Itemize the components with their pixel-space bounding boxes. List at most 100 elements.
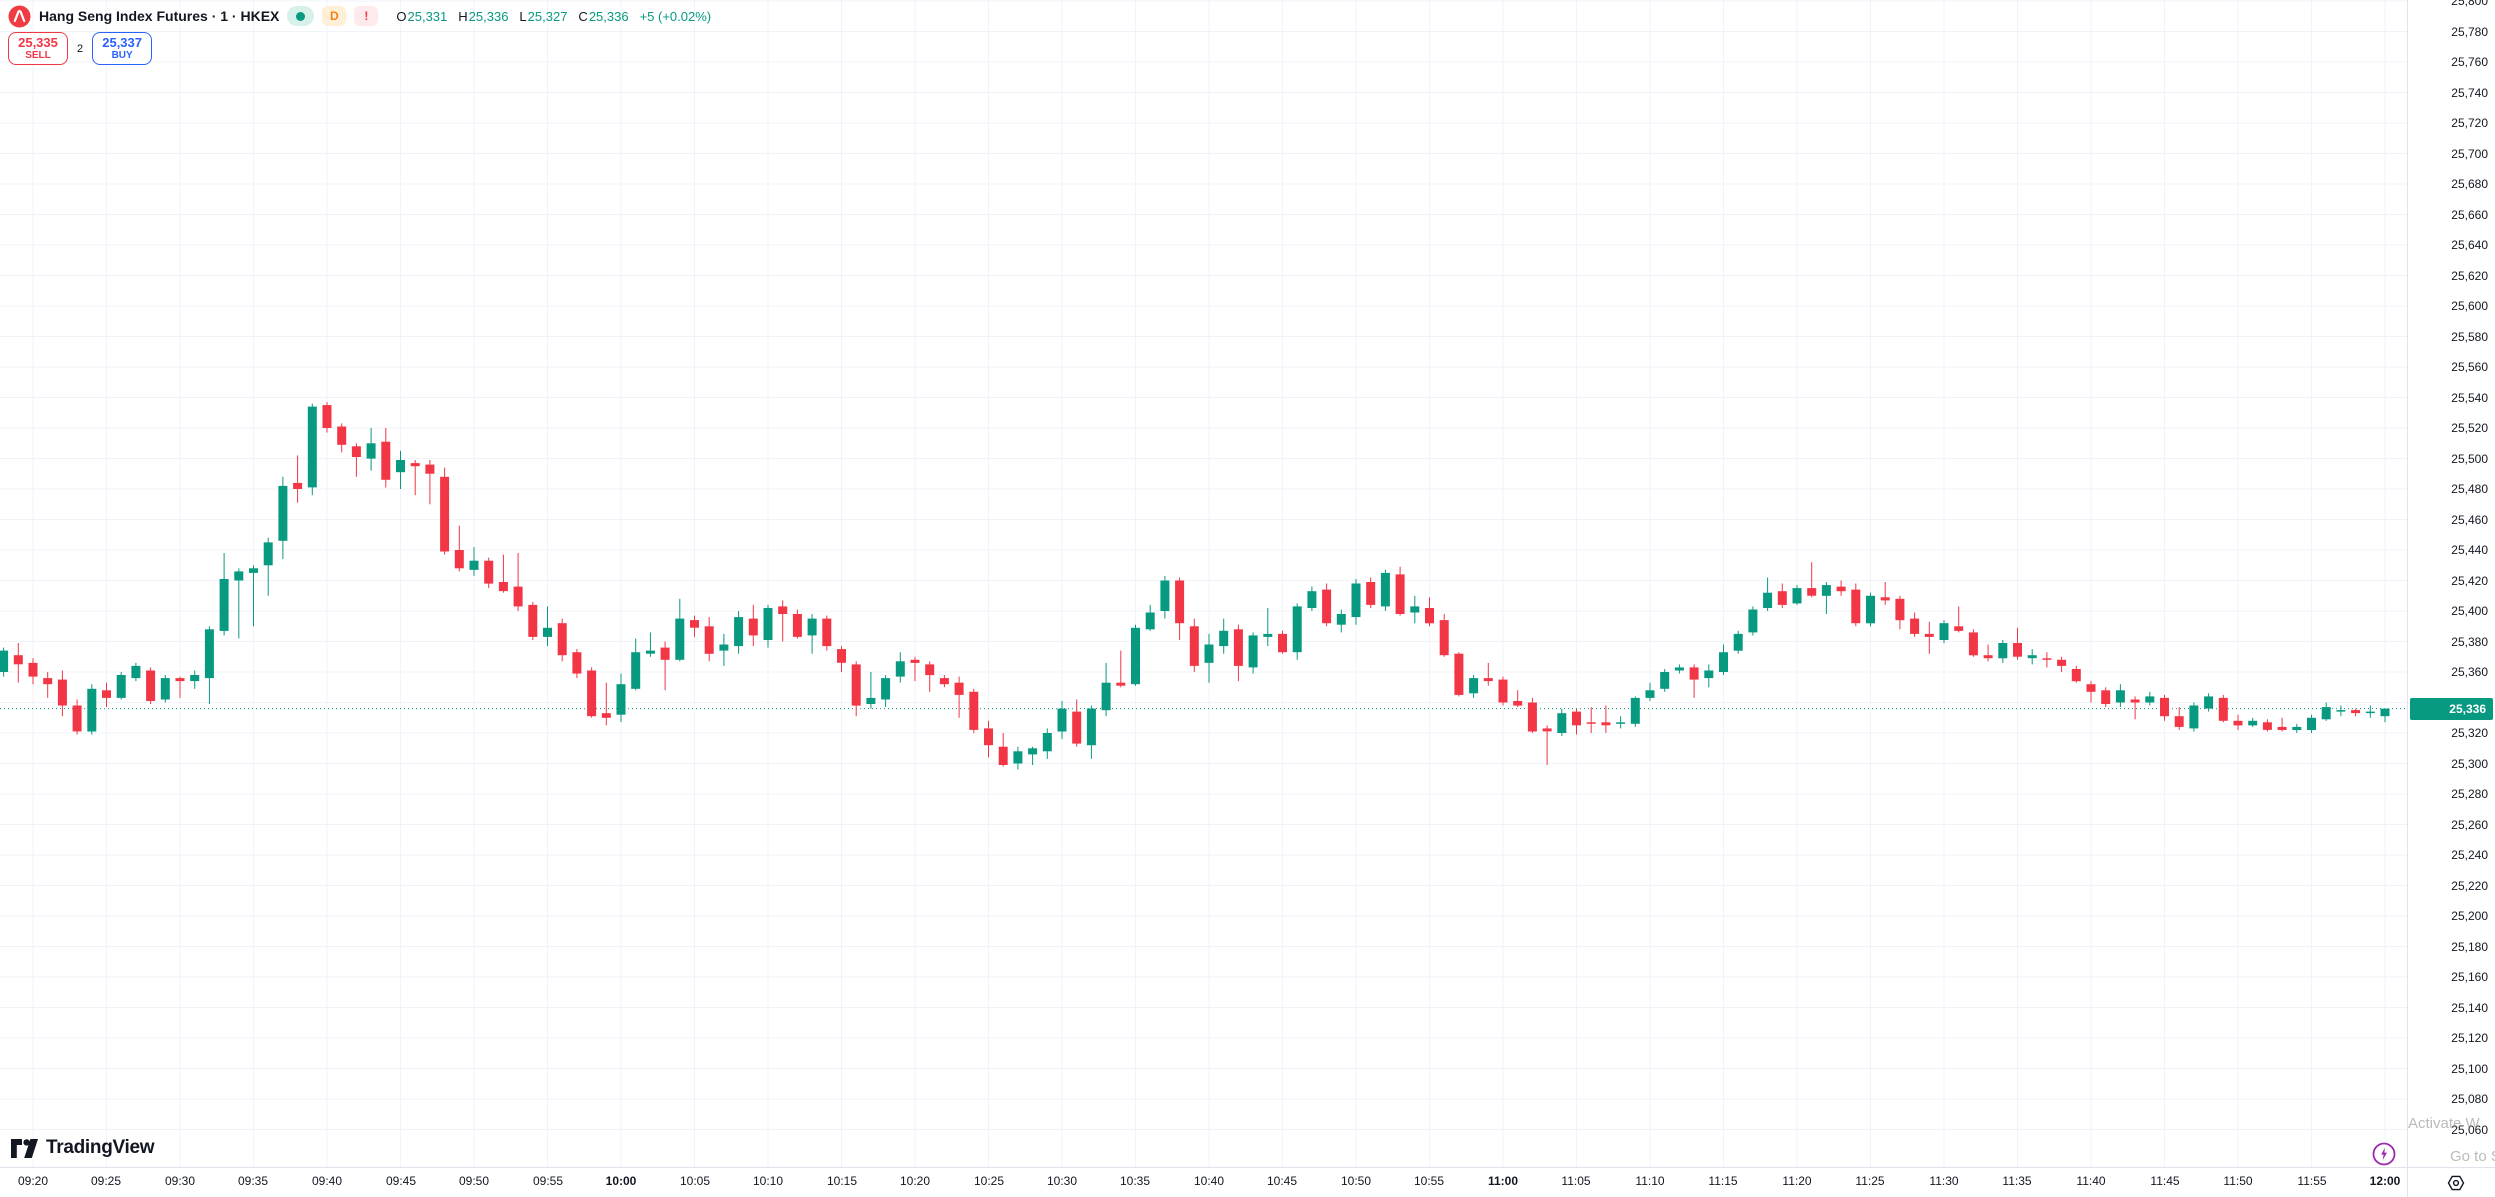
price-axis-label: 25,500 bbox=[2451, 452, 2488, 466]
ohlc-open-value: 25,331 bbox=[407, 8, 448, 24]
time-axis-label: 11:00 bbox=[1487, 1174, 1519, 1188]
time-axis-label: 10:55 bbox=[1413, 1174, 1445, 1188]
time-axis-label: 10:25 bbox=[973, 1174, 1005, 1188]
price-axis-label: 25,280 bbox=[2451, 787, 2488, 801]
price-axis-label: 25,580 bbox=[2451, 330, 2488, 344]
price-axis-label: 25,600 bbox=[2451, 299, 2488, 313]
tradingview-logo[interactable]: TradingView bbox=[10, 1137, 155, 1159]
sell-button[interactable]: 25,335 SELL bbox=[8, 32, 68, 65]
price-axis-label: 25,220 bbox=[2451, 879, 2488, 893]
time-axis-label: 10:15 bbox=[826, 1174, 858, 1188]
time-axis-label: 11:15 bbox=[1708, 1174, 1738, 1188]
order-panel: 25,335 SELL 2 25,337 BUY bbox=[8, 32, 153, 65]
ohlc-low-label: L bbox=[519, 8, 527, 24]
time-axis[interactable]: 09:20 09:25 09:30 09:35 09:40 09:45 09:50 09:55… bbox=[0, 1167, 2407, 1197]
time-axis-label: 10:10 bbox=[752, 1174, 784, 1188]
time-axis-label: 10:50 bbox=[1340, 1174, 1372, 1188]
tradingview-wordmark: TradingView bbox=[46, 1137, 155, 1158]
price-axis-label: 25,640 bbox=[2451, 238, 2488, 252]
price-axis-label: 25,520 bbox=[2451, 421, 2488, 435]
time-axis-label: 09:25 bbox=[90, 1174, 122, 1188]
tradingview-logo-icon bbox=[11, 1138, 38, 1158]
price-axis-label: 25,560 bbox=[2451, 360, 2488, 374]
time-axis-label: 11:20 bbox=[1782, 1174, 1812, 1188]
time-axis-label: 11:50 bbox=[2223, 1174, 2253, 1188]
ohlc-low-value: 25,327 bbox=[527, 8, 568, 24]
time-axis-label: 11:10 bbox=[1635, 1174, 1665, 1188]
time-axis-label: 12:00 bbox=[2369, 1174, 2401, 1188]
price-axis-label: 25,260 bbox=[2451, 818, 2488, 832]
time-axis-label: 09:20 bbox=[17, 1174, 49, 1188]
time-axis-label: 10:40 bbox=[1193, 1174, 1225, 1188]
spread-value: 2 bbox=[77, 42, 84, 55]
price-axis-label: 25,460 bbox=[2451, 513, 2488, 527]
current-price-tag: 25,336 bbox=[2410, 698, 2493, 720]
price-axis-label: 25,140 bbox=[2451, 1001, 2488, 1015]
price-axis-label: 25,080 bbox=[2451, 1092, 2488, 1106]
ohlc-high-label: H bbox=[458, 8, 468, 24]
price-axis-label: 25,100 bbox=[2451, 1062, 2488, 1076]
buy-label: BUY bbox=[111, 50, 133, 61]
time-axis-label: 11:05 bbox=[1561, 1174, 1591, 1188]
price-axis[interactable]: 25,800 25,780 25,760 25,740 25,720 25,700 25,6… bbox=[2407, 0, 2495, 1167]
time-axis-label: 09:55 bbox=[532, 1174, 564, 1188]
delayed-data-badge[interactable]: D bbox=[322, 6, 347, 26]
price-axis-label: 25,300 bbox=[2451, 757, 2488, 771]
time-axis-label: 11:35 bbox=[2002, 1174, 2032, 1188]
time-axis-label: 09:35 bbox=[237, 1174, 269, 1188]
time-axis-label: 11:25 bbox=[1855, 1174, 1885, 1188]
price-axis-label: 25,740 bbox=[2451, 86, 2488, 100]
price-axis-label: 25,800 bbox=[2451, 0, 2488, 8]
price-axis-label: 25,700 bbox=[2451, 147, 2488, 161]
price-axis-label: 25,160 bbox=[2451, 970, 2488, 984]
time-axis-label: 09:30 bbox=[164, 1174, 196, 1188]
time-axis-label: 10:30 bbox=[1046, 1174, 1078, 1188]
price-axis-label: 25,200 bbox=[2451, 909, 2488, 923]
price-axis-label: 25,060 bbox=[2451, 1123, 2488, 1137]
symbol-title[interactable]: Hang Seng Index Futures · 1 · HKEX bbox=[39, 8, 280, 24]
price-axis-label: 25,400 bbox=[2451, 604, 2488, 618]
ohlc-high-value: 25,336 bbox=[468, 8, 509, 24]
price-axis-label: 25,360 bbox=[2451, 665, 2488, 679]
symbol-logo-icon[interactable] bbox=[8, 5, 31, 28]
time-axis-label: 11:40 bbox=[2076, 1174, 2106, 1188]
system-watermark-line1: Activate W bbox=[2408, 1115, 2480, 1132]
time-axis-label: 10:00 bbox=[605, 1174, 637, 1188]
chart-area[interactable] bbox=[0, 0, 2407, 1167]
market-open-dot-icon bbox=[296, 11, 306, 21]
price-axis-label: 25,420 bbox=[2451, 574, 2488, 588]
time-axis-label: 09:45 bbox=[385, 1174, 417, 1188]
price-axis-label: 25,620 bbox=[2451, 269, 2488, 283]
time-axis-label: 11:55 bbox=[2297, 1174, 2327, 1188]
time-axis-label: 10:05 bbox=[679, 1174, 711, 1188]
alert-badge[interactable]: ! bbox=[354, 6, 379, 26]
axis-corner bbox=[2407, 1167, 2495, 1197]
price-axis-label: 25,320 bbox=[2451, 726, 2488, 740]
price-axis-label: 25,180 bbox=[2451, 940, 2488, 954]
ohlc-open-label: O bbox=[396, 8, 407, 24]
time-axis-label: 09:40 bbox=[311, 1174, 343, 1188]
price-axis-label: 25,780 bbox=[2451, 25, 2488, 39]
system-watermark-line2: Go to Se bbox=[2450, 1148, 2495, 1165]
price-axis-label: 25,480 bbox=[2451, 482, 2488, 496]
candlestick-chart[interactable] bbox=[0, 0, 2407, 1167]
buy-price: 25,337 bbox=[102, 35, 142, 50]
buy-button[interactable]: 25,337 BUY bbox=[92, 32, 153, 65]
candlestick-series bbox=[0, 402, 2390, 770]
price-axis-label: 25,760 bbox=[2451, 55, 2488, 69]
sell-price: 25,335 bbox=[18, 35, 58, 50]
sell-label: SELL bbox=[25, 50, 51, 61]
price-axis-label: 25,120 bbox=[2451, 1031, 2488, 1045]
time-axis-label: 10:35 bbox=[1119, 1174, 1151, 1188]
price-axis-label: 25,440 bbox=[2451, 543, 2488, 557]
price-axis-label: 25,660 bbox=[2451, 208, 2488, 222]
market-status-badge[interactable] bbox=[287, 6, 315, 26]
ohlc-close-label: C bbox=[578, 8, 588, 24]
realtime-flash-icon[interactable] bbox=[2372, 1142, 2396, 1166]
price-change-value: +5 (+0.02%) bbox=[639, 8, 712, 24]
time-axis-label: 10:20 bbox=[899, 1174, 931, 1188]
time-axis-label: 10:45 bbox=[1266, 1174, 1298, 1188]
price-axis-label: 25,540 bbox=[2451, 391, 2488, 405]
time-axis-label: 09:50 bbox=[458, 1174, 490, 1188]
axis-settings-icon[interactable] bbox=[2447, 1174, 2465, 1192]
